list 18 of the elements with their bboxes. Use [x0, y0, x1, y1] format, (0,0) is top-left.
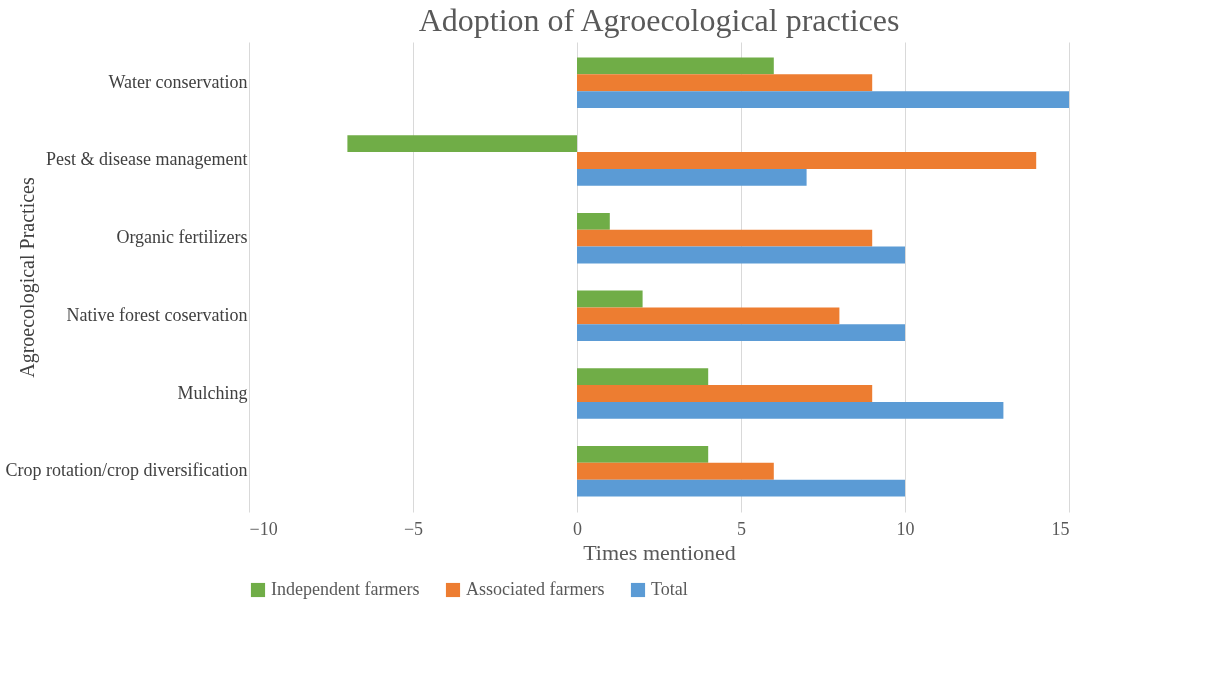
y-axis-title: Agroecological Practices	[15, 177, 39, 378]
y-tick-label: Mulching	[177, 382, 248, 403]
x-tick-label: 0	[573, 518, 582, 539]
y-tick-label: Organic fertilizers	[116, 227, 248, 248]
y-tick-label: Pest & disease management	[46, 149, 248, 170]
y-tick-label: Crop rotation/crop diversification	[5, 460, 248, 481]
y-tick-label: Native forest coservation	[66, 304, 248, 325]
x-tick-label: 5	[737, 518, 746, 539]
legend-label: Independent farmers	[271, 579, 420, 599]
y-tick-label: Water conservation	[108, 71, 248, 92]
x-tick-label: −10	[249, 518, 278, 539]
legend-label: Associated farmers	[466, 579, 605, 599]
chart-title: Adoption of Agroecological practices	[418, 2, 900, 38]
x-tick-label: 15	[1051, 518, 1070, 539]
x-tick-label: 10	[896, 518, 915, 539]
x-tick-label: −5	[403, 518, 424, 539]
x-axis-title: Times mentioned	[583, 539, 736, 565]
legend-label: Total	[651, 579, 688, 599]
